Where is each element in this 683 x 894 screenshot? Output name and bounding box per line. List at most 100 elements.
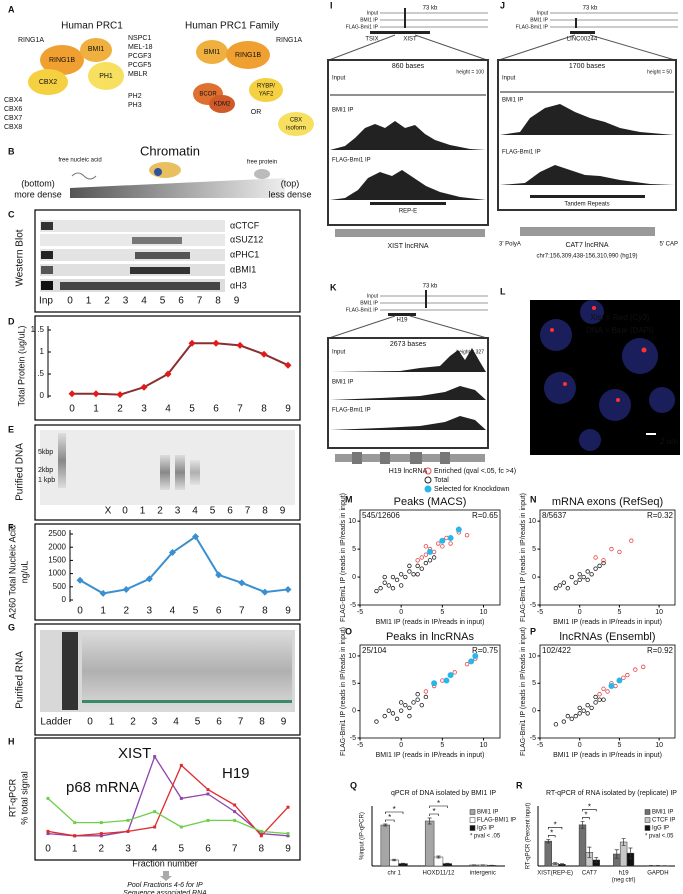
panel-letter: B	[8, 146, 15, 156]
rna-gel	[40, 630, 295, 712]
lane-label: 4	[173, 717, 179, 728]
panel-letter: P	[530, 626, 536, 636]
rect-shape	[327, 59, 489, 226]
lane-label: 7	[245, 506, 251, 517]
x-tick-label: XIST(REP-E)	[537, 871, 573, 877]
significance-bracket	[385, 811, 404, 814]
significance-bracket	[429, 805, 448, 808]
circle-shape	[599, 389, 631, 421]
legend-marker	[424, 476, 432, 484]
legend-swatch	[469, 817, 476, 823]
label: CBX	[290, 118, 302, 124]
x-tick-label: -5	[357, 609, 363, 616]
point	[569, 716, 574, 722]
x-tick-label: CAT7	[582, 871, 598, 877]
line-shape	[409, 315, 488, 339]
series-label: H19	[222, 765, 250, 782]
lane-label: 2	[157, 506, 163, 517]
legend-label: Enriched (qval <.05, fc >4)	[434, 468, 516, 475]
point	[419, 702, 424, 708]
rect-shape	[497, 59, 677, 211]
marker	[168, 548, 176, 556]
rect-shape	[520, 227, 655, 236]
label: BMI1 IP	[530, 17, 548, 23]
label: LINC00244	[567, 37, 598, 43]
rect-shape	[34, 209, 301, 313]
point	[407, 705, 412, 711]
lane-label: 9	[234, 296, 240, 307]
point	[423, 694, 429, 700]
marker	[122, 585, 130, 593]
ellipse-shape	[80, 38, 112, 62]
panel-a-art	[28, 38, 314, 136]
legend-label: CTCF IP	[652, 818, 675, 824]
label: BMI1 IP	[502, 98, 523, 104]
significance-bracket	[547, 835, 556, 838]
lane-label: 5	[193, 606, 199, 617]
rect-shape	[370, 31, 430, 34]
label: XIST lncRNA	[387, 243, 428, 250]
lane-label: 6	[216, 606, 222, 617]
track-art	[327, 8, 678, 464]
label: Human PRC1 Family	[185, 21, 279, 32]
rect-shape	[370, 202, 446, 205]
label: H19	[396, 318, 408, 324]
lane-label: 3	[125, 844, 131, 855]
count-label: 102	[542, 646, 556, 655]
panel-b-art	[70, 162, 285, 198]
error-bar	[594, 857, 599, 863]
lane-label: 9	[285, 844, 291, 855]
point	[455, 526, 462, 533]
point	[423, 560, 429, 566]
x-axis-label: BMI1 IP (reads in IP/reads in input)	[553, 752, 662, 759]
error-bar	[392, 858, 397, 862]
legend-marker	[424, 467, 432, 475]
label: NSPC1	[128, 35, 151, 42]
rect-shape	[335, 229, 485, 237]
lane-label: 0	[45, 844, 51, 855]
marker	[233, 818, 237, 822]
rect-shape	[40, 249, 225, 261]
label: FLAG-Bmi1 IP	[332, 158, 371, 164]
label: FLAG-Bmi1 IP	[332, 408, 371, 414]
ellipse-shape	[196, 40, 228, 64]
path-shape	[160, 871, 172, 881]
lane-label: 9	[281, 717, 287, 728]
point	[609, 546, 614, 552]
label: 2673 bases	[390, 341, 427, 348]
point	[641, 664, 646, 670]
label: PH3	[128, 102, 142, 109]
marker	[192, 533, 200, 541]
x-tick-label: GAPDH	[647, 871, 668, 877]
rect-shape	[34, 523, 301, 621]
significance-bracket	[582, 809, 597, 812]
marker	[99, 834, 103, 838]
bar	[380, 824, 390, 867]
point	[443, 677, 450, 684]
y-tick-label: 500	[53, 582, 67, 591]
y-tick-label: -5	[530, 602, 536, 609]
point	[423, 689, 429, 694]
band-label: αSUZ12	[230, 234, 263, 244]
circle-shape	[550, 328, 554, 332]
label: RING1A	[276, 37, 302, 44]
panel-letter: E	[8, 424, 14, 434]
lane-label: 9	[285, 404, 291, 415]
legend-label: * pval < .05	[470, 834, 501, 840]
point	[407, 713, 412, 719]
point	[633, 667, 638, 672]
circle-shape	[641, 347, 647, 353]
marker	[179, 763, 183, 767]
panel-letter: M	[345, 494, 353, 504]
x-tick-label: (neg ctrl)	[612, 878, 636, 884]
error-bar	[587, 846, 592, 858]
point	[415, 572, 420, 577]
significance-bracket	[547, 827, 563, 830]
line	[47, 797, 289, 835]
point	[415, 697, 420, 702]
x-tick-label: 0	[399, 742, 403, 749]
error-bar	[383, 823, 388, 827]
path-shape	[500, 165, 674, 185]
rect-shape	[410, 452, 422, 464]
point	[585, 711, 590, 716]
